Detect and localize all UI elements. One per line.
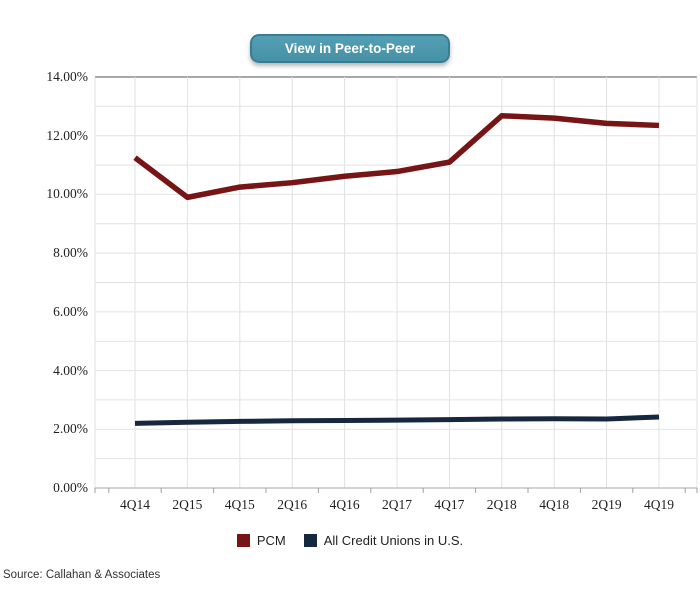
x-axis-label: 2Q16	[277, 497, 308, 512]
series-line-all-credit-unions-in-u-s	[134, 414, 660, 426]
x-axis-label: 4Q18	[539, 497, 570, 512]
x-axis-label: 4Q16	[329, 497, 360, 512]
y-axis-label: 8.00%	[53, 245, 88, 261]
y-axis-label: 10.00%	[46, 186, 88, 202]
source-note: Source: Callahan & Associates	[3, 569, 161, 581]
x-axis-label: 4Q14	[120, 497, 150, 512]
x-axis-label: 4Q15	[224, 497, 255, 512]
x-axis-label: 4Q17	[434, 497, 465, 512]
y-axis-label: 6.00%	[53, 303, 88, 319]
y-axis-label: 12.00%	[46, 127, 88, 143]
x-axis-label: 2Q19	[591, 497, 622, 512]
legend-swatch-icon	[303, 534, 317, 547]
legend-label: All Credit Unions in U.S.	[323, 533, 464, 548]
legend-label: PCM	[256, 533, 286, 548]
y-axis-label: 4.00%	[53, 362, 88, 378]
legend-item: PCM	[236, 533, 286, 548]
x-axis-label: 4Q19	[644, 497, 674, 512]
x-axis-label: 2Q17	[382, 497, 412, 512]
legend-item: All Credit Unions in U.S.	[303, 533, 464, 548]
view-in-peer-to-peer-button[interactable]: View in Peer-to-Peer	[250, 34, 450, 63]
chart-legend: PCM All Credit Unions in U.S.	[0, 533, 700, 548]
y-axis-label: 14.00%	[46, 69, 88, 84]
y-axis-label: 2.00%	[53, 421, 88, 437]
x-axis-label: 2Q15	[172, 497, 203, 512]
series-line-pcm	[133, 113, 660, 201]
x-axis-label: 2Q18	[486, 497, 517, 512]
y-axis-label: 0.00%	[53, 480, 88, 495]
legend-swatch-icon	[236, 534, 250, 547]
